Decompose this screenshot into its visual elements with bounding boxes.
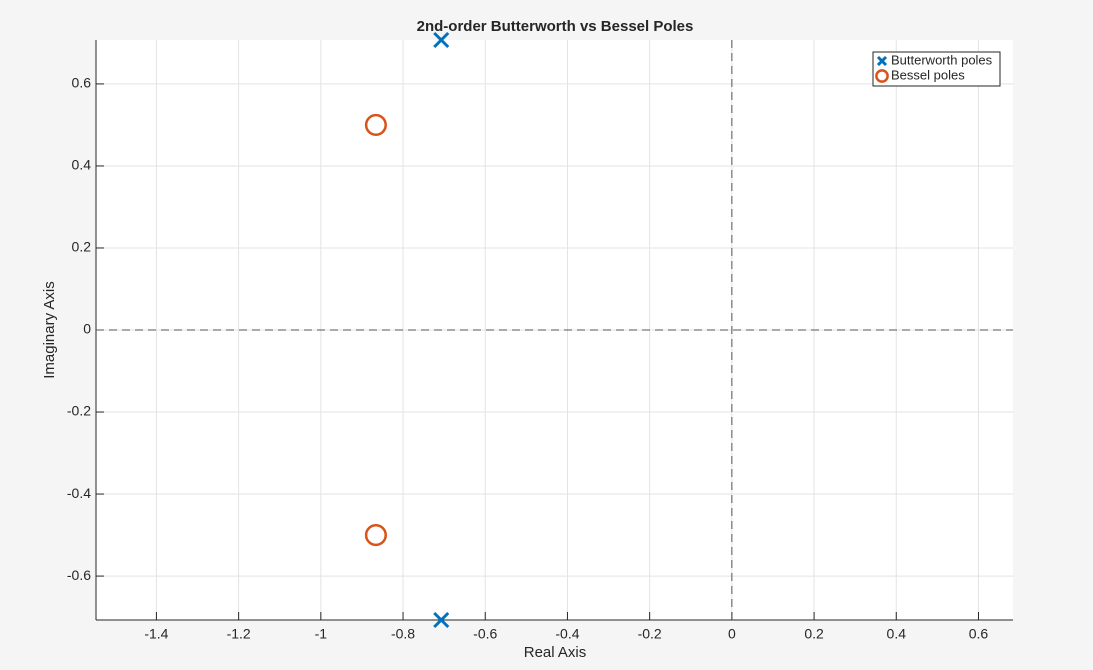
y-tick-label: -0.2 [67,403,91,419]
y-tick-label: 0.4 [72,157,92,173]
y-tick-label: -0.6 [67,567,91,583]
y-tick-label: 0.6 [72,75,92,91]
x-tick-label: -0.6 [473,626,497,642]
legend-box [872,51,1001,87]
y-tick-label: -0.4 [67,485,91,501]
x-tick-label: -0.4 [555,626,579,642]
x-tick-label: 0.4 [887,626,907,642]
x-tick-label: 0.6 [969,626,989,642]
y-axis-label: Imaginary Axis [41,281,58,379]
legend-label: Butterworth poles [891,52,993,67]
x-tick-label: -1.4 [144,626,168,642]
chart-title: 2nd-order Butterworth vs Bessel Poles [417,18,694,35]
marker-o [875,69,889,83]
x-axis-label: Real Axis [524,644,587,661]
marker-x [876,55,888,67]
x-tick-label: -0.2 [638,626,662,642]
marker-o [364,524,387,547]
x-tick-label: 0.2 [804,626,824,642]
legend-label: Bessel poles [891,67,965,82]
x-tick-label: 0 [728,626,736,642]
y-tick-label: 0.2 [72,239,92,255]
x-tick-label: -1 [315,626,328,642]
marker-x [433,611,450,629]
x-tick-label: -1.2 [227,626,251,642]
marker-x [433,31,450,49]
marker-o [364,113,387,136]
y-tick-label: 0 [83,321,91,337]
x-tick-label: -0.8 [391,626,415,642]
